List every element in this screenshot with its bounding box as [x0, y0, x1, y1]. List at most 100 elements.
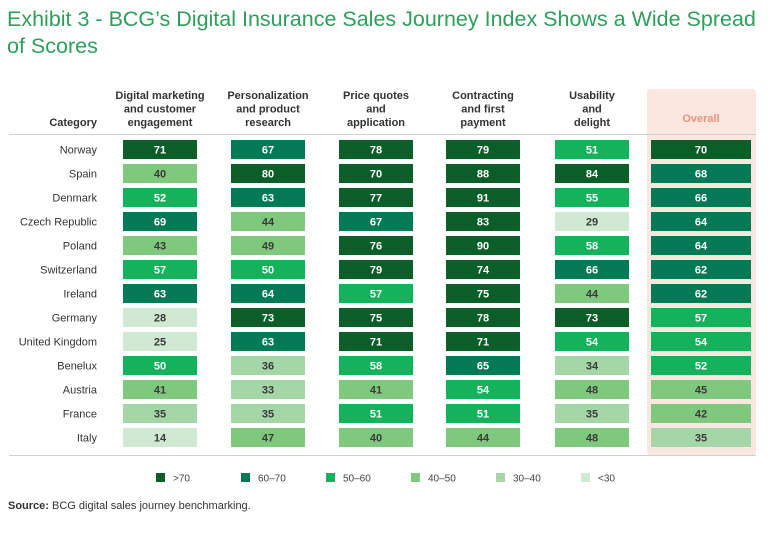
heatmap-cell: [339, 428, 413, 447]
heatmap-cell: [123, 164, 197, 183]
heatmap-cell: [555, 140, 629, 159]
heatmap-cell: [339, 380, 413, 399]
cell-value: 43: [154, 241, 166, 253]
heatmap-cell: [651, 236, 751, 255]
heatmap-cell: [651, 356, 751, 375]
cell-value: 77: [370, 193, 382, 205]
heatmap-cell: [123, 212, 197, 231]
cell-value: 28: [154, 313, 166, 325]
cell-value: 55: [586, 193, 598, 205]
heatmap-cell: [231, 164, 305, 183]
row-label: Denmark: [52, 193, 97, 205]
cell-value: 62: [695, 265, 707, 277]
row-label: Spain: [69, 169, 97, 181]
cell-value: 25: [154, 337, 166, 349]
cell-value: 65: [477, 361, 489, 373]
row-label: Benelux: [57, 361, 97, 373]
cell-value: 33: [262, 385, 274, 397]
cell-value: 57: [695, 313, 707, 325]
heatmap-cell: [231, 140, 305, 159]
column-header-3-line-2: and: [366, 104, 386, 116]
cell-value: 51: [370, 409, 382, 421]
cell-value: 50: [154, 361, 166, 373]
cell-value: 58: [370, 361, 382, 373]
column-header-4-line-2: and first: [461, 104, 505, 116]
heatmap-cell: [446, 332, 520, 351]
cell-value: 41: [154, 385, 166, 397]
heatmap-cell: [555, 212, 629, 231]
cell-value: 90: [477, 241, 489, 253]
cell-value: 44: [477, 433, 490, 445]
heatmap-cell: [651, 428, 751, 447]
heatmap-cell: [446, 164, 520, 183]
cell-value: 41: [370, 385, 382, 397]
heatmap-cell: [651, 380, 751, 399]
heatmap-cell: [651, 332, 751, 351]
heatmap-cell: [231, 284, 305, 303]
cell-value: 50: [262, 265, 274, 277]
legend-swatch: [156, 473, 165, 482]
cell-value: 35: [695, 433, 707, 445]
legend-label: >70: [173, 474, 190, 485]
row-label: Ireland: [63, 289, 97, 301]
heatmap-cell: [339, 356, 413, 375]
cell-value: 49: [262, 241, 274, 253]
cell-value: 73: [262, 313, 274, 325]
heatmap-cell: [231, 356, 305, 375]
heatmap-cell: [123, 428, 197, 447]
legend-label: 60–70: [258, 474, 286, 485]
cell-value: 79: [477, 145, 489, 157]
cell-value: 78: [477, 313, 489, 325]
cell-value: 63: [262, 193, 274, 205]
heatmap-cell: [231, 188, 305, 207]
column-header-1-line-3: engagement: [128, 117, 193, 129]
heatmap-cell: [123, 404, 197, 423]
heatmap-cell: [339, 284, 413, 303]
legend-swatch: [581, 473, 590, 482]
column-header-4-line-1: Contracting: [452, 90, 514, 102]
heatmap-cell: [231, 308, 305, 327]
chart-title: Exhibit 3 - BCG’s Digital Insurance Sale…: [7, 7, 756, 58]
heatmap-cell: [339, 188, 413, 207]
cell-value: 48: [586, 433, 598, 445]
heatmap-cell: [231, 236, 305, 255]
heatmap-cell: [651, 260, 751, 279]
cell-value: 70: [695, 145, 707, 157]
heatmap-cell: [339, 404, 413, 423]
heatmap-cell: [446, 260, 520, 279]
heatmap-cell: [555, 356, 629, 375]
cell-value: 64: [695, 241, 708, 253]
column-header-3-line-1: Price quotes: [343, 90, 409, 102]
legend-swatch: [241, 473, 250, 482]
heatmap-cell: [446, 380, 520, 399]
row-label: Norway: [60, 145, 98, 157]
heatmap-cell: [651, 308, 751, 327]
heatmap-cell: [123, 260, 197, 279]
legend-swatch: [496, 473, 505, 482]
row-label: Czech Republic: [20, 217, 98, 229]
category-header: Category: [49, 117, 98, 129]
source-label: Source:: [8, 500, 49, 512]
heatmap-cell: [651, 140, 751, 159]
heatmap-cell: [446, 188, 520, 207]
heatmap-cell: [339, 236, 413, 255]
column-header-5-line-1: Usability: [569, 90, 616, 102]
heatmap-cell: [339, 212, 413, 231]
cell-value: 67: [262, 145, 274, 157]
heatmap-cell: [555, 188, 629, 207]
heatmap-cell: [339, 332, 413, 351]
heatmap-cell: [339, 164, 413, 183]
cell-value: 64: [695, 217, 708, 229]
heatmap-cell: [231, 428, 305, 447]
heatmap-cell: [555, 428, 629, 447]
heatmap-cell: [123, 284, 197, 303]
cell-value: 36: [262, 361, 274, 373]
cell-value: 76: [370, 241, 382, 253]
cell-value: 91: [477, 193, 489, 205]
column-header-2-line-1: Personalization: [227, 90, 309, 102]
column-header-6-line-1: Overall: [682, 113, 719, 125]
cell-value: 34: [586, 361, 599, 373]
source-text: BCG digital sales journey benchmarking.: [48, 500, 251, 512]
heatmap-cell: [555, 260, 629, 279]
cell-value: 74: [477, 265, 490, 277]
